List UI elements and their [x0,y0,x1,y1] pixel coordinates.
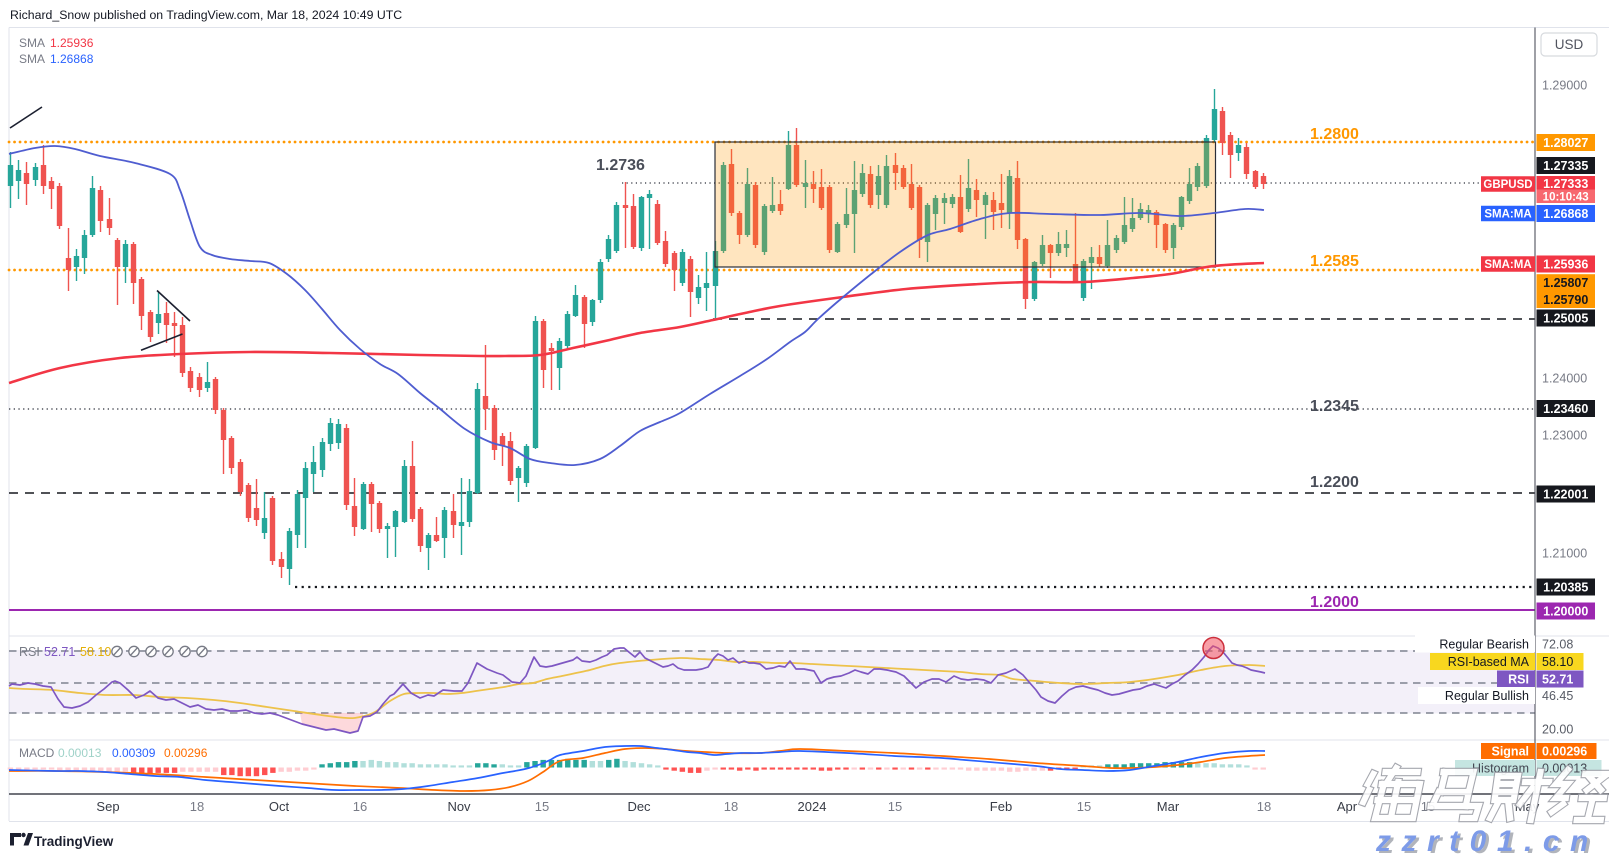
svg-text:0.00296: 0.00296 [1542,745,1587,759]
svg-text:0.00013: 0.00013 [58,746,102,760]
svg-text:1.26868: 1.26868 [1543,207,1588,221]
svg-text:1.2585: 1.2585 [1310,253,1359,270]
svg-text:1.2736: 1.2736 [596,157,645,174]
svg-text:Sep: Sep [96,799,119,814]
svg-text:Dec: Dec [627,799,651,814]
svg-text:zzrt01.cn: zzrt01.cn [1378,827,1602,857]
svg-text:1.2200: 1.2200 [1310,474,1359,491]
svg-text:52.71: 52.71 [1542,673,1573,687]
svg-text:RSI: RSI [1508,672,1529,686]
svg-text:Feb: Feb [990,799,1012,814]
svg-text:SMA:MA: SMA:MA [1484,209,1531,221]
svg-text:1.25936: 1.25936 [50,36,94,50]
svg-text:18: 18 [1257,799,1271,814]
svg-text:1.2000: 1.2000 [1310,594,1359,611]
svg-text:1.27335: 1.27335 [1543,159,1588,173]
svg-text:1.25936: 1.25936 [1543,257,1588,271]
svg-text:Oct: Oct [269,799,290,814]
svg-text:GBPUSD: GBPUSD [1483,179,1532,191]
svg-text:1.27333: 1.27333 [1543,177,1588,191]
svg-text:2024: 2024 [798,799,827,814]
svg-text:Apr: Apr [1337,799,1358,814]
svg-text:1.2800: 1.2800 [1310,126,1359,143]
svg-text:0.00296: 0.00296 [164,746,208,760]
svg-text:72.08: 72.08 [1542,638,1573,652]
svg-text:1.22001: 1.22001 [1543,487,1588,501]
svg-text:zzrt01.cn: zzrt01.cn [1375,825,1599,857]
svg-text:52.71: 52.71 [44,645,75,659]
svg-text:SMA: SMA [19,36,45,50]
svg-text:16: 16 [353,799,367,814]
svg-text:1.2345: 1.2345 [1310,398,1359,415]
svg-text:46.45: 46.45 [1542,689,1573,703]
svg-text:MACD: MACD [19,746,55,760]
svg-text:1.20000: 1.20000 [1543,604,1588,618]
svg-text:1.20385: 1.20385 [1543,580,1588,594]
svg-text:USD: USD [1555,37,1584,52]
svg-text:SMA:MA: SMA:MA [1484,259,1531,271]
svg-text:Mar: Mar [1157,799,1180,814]
svg-text:58.10: 58.10 [80,645,111,659]
svg-text:1.21000: 1.21000 [1542,547,1587,561]
svg-text:15: 15 [535,799,549,814]
svg-text:Regular Bullish: Regular Bullish [1445,689,1529,703]
svg-text:15: 15 [1077,799,1091,814]
svg-text:18: 18 [190,799,204,814]
svg-text:1.23000: 1.23000 [1542,429,1587,443]
svg-text:TradingView: TradingView [34,834,114,849]
svg-text:1.24000: 1.24000 [1542,372,1587,386]
svg-text:Signal: Signal [1491,745,1529,759]
svg-text:Richard_Snow published on Trad: Richard_Snow published on TradingView.co… [10,8,402,22]
svg-text:1.25005: 1.25005 [1543,311,1588,325]
svg-text:1.25790: 1.25790 [1543,293,1588,307]
svg-text:RSI-based MA: RSI-based MA [1448,655,1530,669]
svg-text:15: 15 [888,799,902,814]
svg-text:1.29000: 1.29000 [1542,79,1587,93]
svg-text:RSI: RSI [19,645,40,659]
svg-text:Regular Bearish: Regular Bearish [1439,637,1529,651]
svg-text:1.25807: 1.25807 [1543,276,1588,290]
svg-text:SMA: SMA [19,52,45,66]
svg-text:0.00309: 0.00309 [112,746,156,760]
svg-text:Nov: Nov [447,799,471,814]
svg-text:58.10: 58.10 [1542,655,1573,669]
svg-text:1.23460: 1.23460 [1543,402,1588,416]
svg-text:18: 18 [724,799,738,814]
svg-text:1.26868: 1.26868 [50,52,94,66]
svg-text:20.00: 20.00 [1542,723,1573,737]
svg-text:10:10:43: 10:10:43 [1543,192,1589,204]
svg-text:1.28027: 1.28027 [1543,136,1588,150]
